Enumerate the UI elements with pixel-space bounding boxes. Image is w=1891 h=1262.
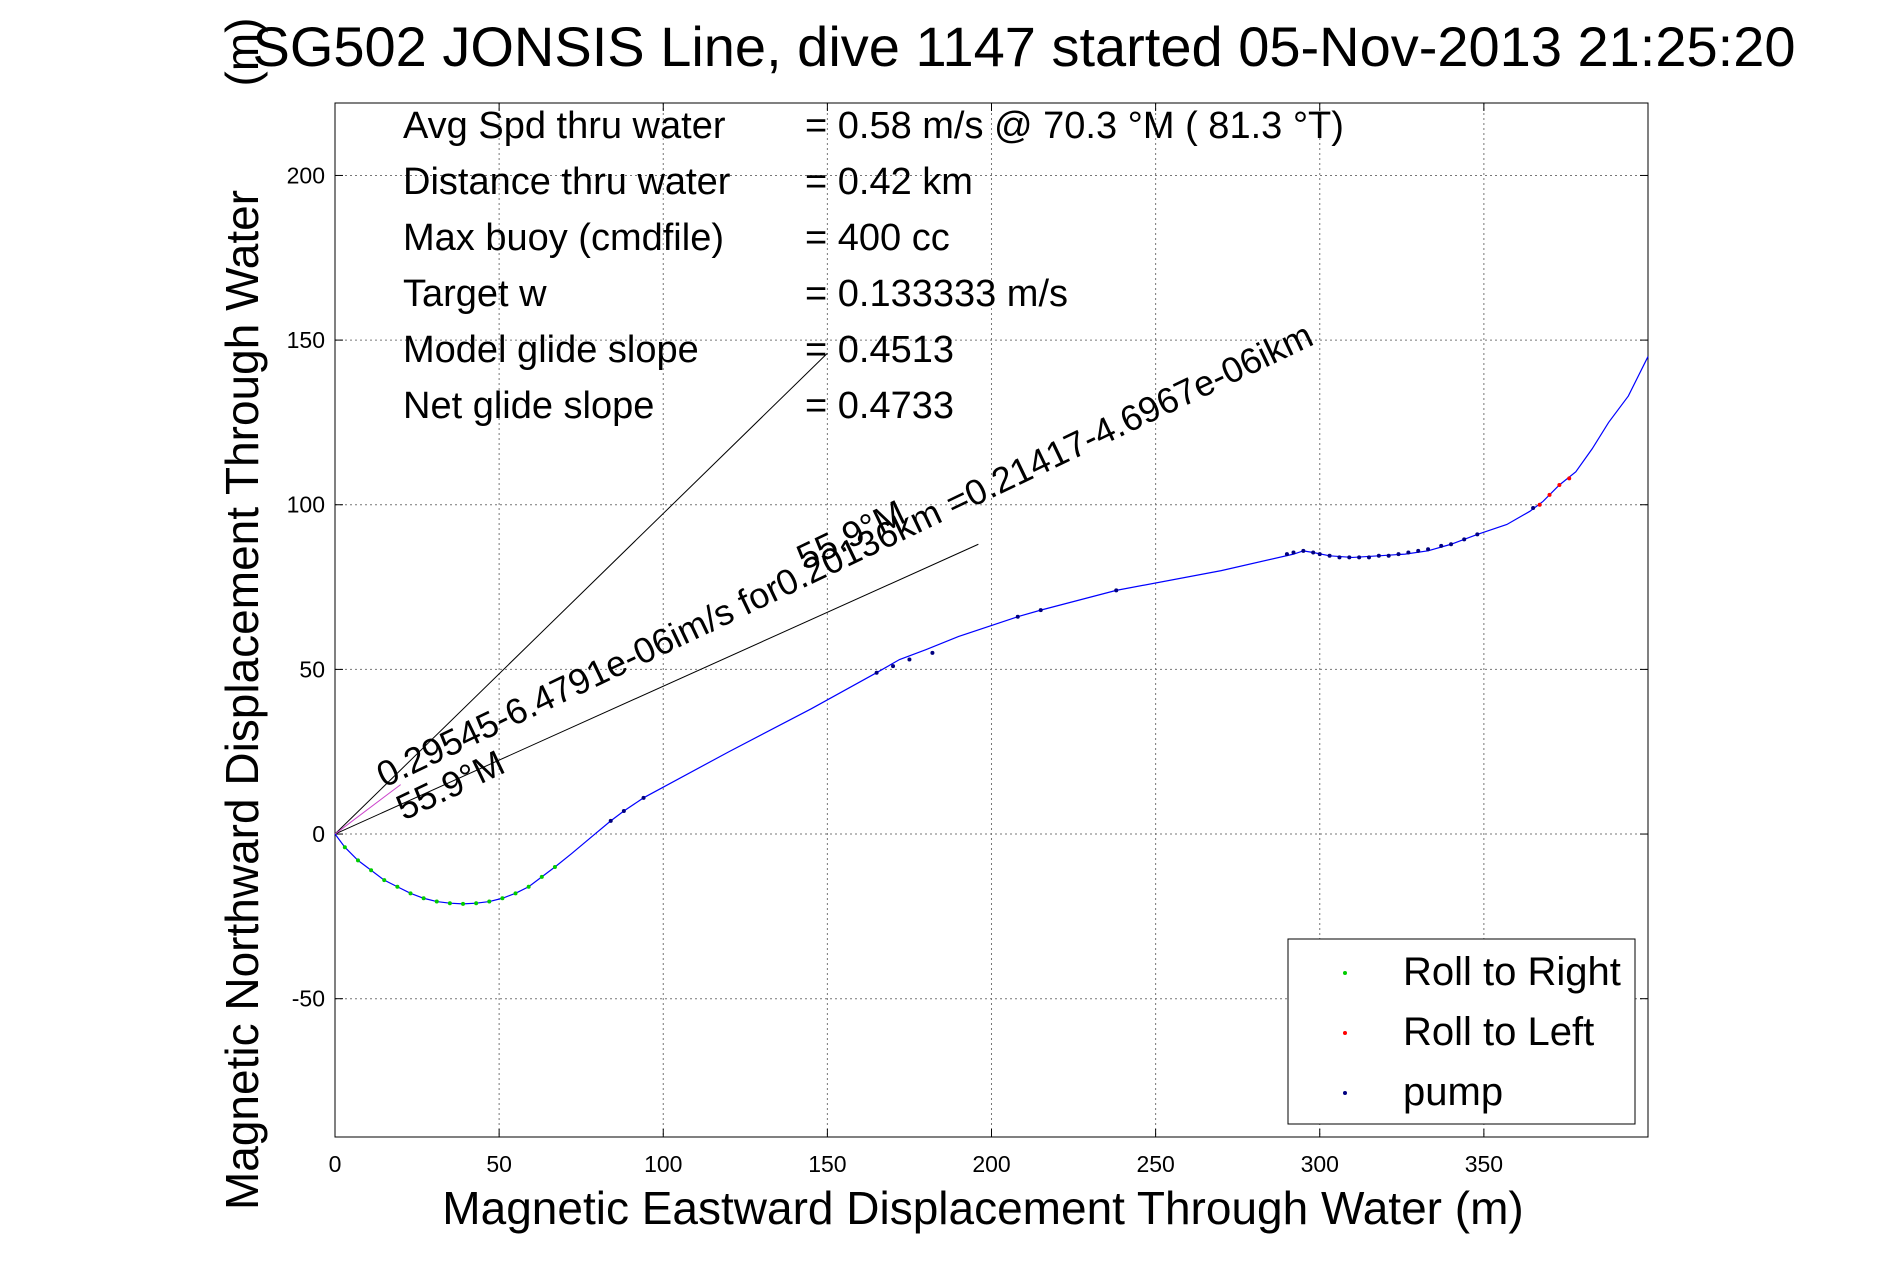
data-point	[1015, 614, 1020, 619]
data-point	[1462, 537, 1467, 542]
x-tick-label: 150	[808, 1151, 846, 1177]
data-point	[1406, 550, 1411, 555]
data-point	[355, 858, 360, 863]
legend-label: pump	[1403, 1070, 1503, 1114]
reference-line	[334, 352, 828, 835]
data-point	[891, 664, 896, 669]
stat-label: Target w	[403, 273, 547, 315]
stat-value: = 0.42 km	[805, 161, 973, 203]
data-point	[552, 864, 557, 869]
stat-label: Avg Spd thru water	[403, 105, 726, 147]
data-point	[1537, 502, 1542, 507]
data-point	[1114, 588, 1119, 593]
data-point	[1327, 553, 1332, 558]
data-point	[342, 845, 347, 850]
data-point	[447, 901, 452, 906]
stat-value: = 0.4513	[805, 329, 954, 371]
markers	[342, 476, 1572, 906]
data-point	[1475, 532, 1480, 537]
data-point	[1284, 552, 1289, 557]
x-tick-label: 50	[486, 1151, 512, 1177]
x-tick-label: 250	[1136, 1151, 1174, 1177]
data-point	[395, 884, 400, 889]
legend-marker	[1343, 1091, 1347, 1095]
x-tick-label: 100	[644, 1151, 682, 1177]
data-point	[1376, 553, 1381, 558]
stat-value: = 0.58 m/s @ 70.3 °M ( 81.3 °T)	[805, 105, 1344, 147]
legend-label: Roll to Left	[1403, 1010, 1594, 1054]
data-point	[382, 878, 387, 883]
data-point	[487, 899, 492, 904]
reference-line	[334, 784, 401, 835]
axis-ticks: 0 50 100 150 200 250 300 350 -50 0 50 100 150 200	[287, 103, 1648, 1177]
data-point	[641, 795, 646, 800]
legend-marker	[1343, 971, 1347, 975]
data-point	[1386, 553, 1391, 558]
y-tick-label: 200	[287, 162, 325, 188]
data-point	[474, 901, 479, 906]
x-tick-label: 0	[329, 1151, 342, 1177]
y-tick-label: 100	[287, 492, 325, 518]
reference-line	[334, 543, 979, 835]
data-point	[1426, 547, 1431, 552]
data-point	[461, 901, 466, 906]
legend: Roll to Right Roll to Left pump	[1287, 938, 1636, 1125]
data-point	[1531, 506, 1536, 511]
data-point	[434, 899, 439, 904]
y-axis-label: Magnetic Northward Displacement Through …	[216, 190, 268, 1210]
data-point	[1291, 550, 1296, 555]
data-point	[1337, 555, 1342, 560]
data-point	[1357, 555, 1362, 560]
data-point	[539, 874, 544, 879]
stat-value: = 400 cc	[805, 217, 950, 259]
data-point	[369, 868, 374, 873]
legend-label: Roll to Right	[1403, 950, 1621, 994]
data-point	[1366, 555, 1371, 560]
data-point	[907, 657, 912, 662]
y-tick-label: 0	[312, 821, 325, 847]
x-tick-label: 200	[972, 1151, 1010, 1177]
data-point	[513, 891, 518, 896]
data-point	[500, 896, 505, 901]
data-point	[1567, 476, 1572, 481]
y-tick-label: 50	[299, 656, 325, 682]
legend-marker	[1343, 1031, 1347, 1035]
stat-label: Net glide slope	[403, 385, 654, 427]
x-tick-label: 300	[1301, 1151, 1339, 1177]
stats-block: Avg Spd thru water = 0.58 m/s @ 70.3 °M (…	[403, 105, 1344, 427]
y-tick-label: 150	[287, 327, 325, 353]
x-tick-label: 350	[1465, 1151, 1503, 1177]
data-point	[1416, 548, 1421, 553]
data-point	[1557, 482, 1562, 487]
data-point	[874, 670, 879, 675]
stat-label: Distance thru water	[403, 161, 731, 203]
stat-label: Model glide slope	[403, 329, 699, 371]
data-point	[1449, 542, 1454, 547]
data-point	[1547, 492, 1552, 497]
track	[334, 356, 1649, 905]
chart-title: SG502 JONSIS Line, dive 1147 started 05-…	[252, 15, 1795, 78]
data-point	[421, 896, 426, 901]
data-point	[1347, 555, 1352, 560]
track-line	[334, 356, 1649, 905]
y-tick-label: -50	[292, 986, 325, 1012]
data-point	[1396, 552, 1401, 557]
data-point	[1311, 550, 1316, 555]
data-point	[526, 884, 531, 889]
reference-lines	[334, 352, 979, 835]
data-point	[408, 891, 413, 896]
data-point	[621, 808, 626, 813]
data-point	[1439, 543, 1444, 548]
x-axis-label: Magnetic Eastward Displacement Through W…	[442, 1182, 1523, 1234]
ylabel-overflow: (m)	[216, 18, 268, 87]
stat-value: = 0.4733	[805, 385, 954, 427]
data-point	[930, 650, 935, 655]
data-point	[1301, 548, 1306, 553]
data-point	[608, 818, 613, 823]
stat-value: = 0.133333 m/s	[805, 273, 1068, 315]
data-point	[1317, 552, 1322, 557]
stat-label: Max buoy (cmdfile)	[403, 217, 724, 259]
data-point	[1038, 608, 1043, 613]
